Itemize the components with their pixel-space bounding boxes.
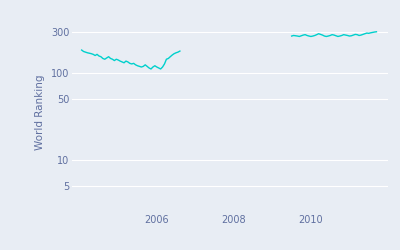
Y-axis label: World Ranking: World Ranking	[35, 75, 45, 150]
